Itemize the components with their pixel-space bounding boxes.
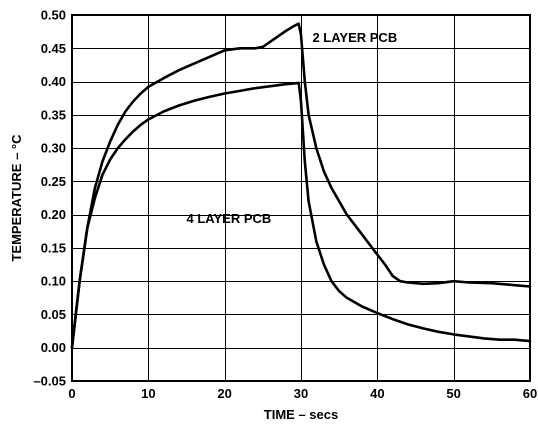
x-axis-ticks: 0 10 20 30 40 50 60	[68, 386, 537, 401]
y-tick-label: 0.00	[41, 340, 66, 355]
y-tick-label: 0.35	[41, 107, 66, 122]
x-tick-label: 60	[523, 386, 537, 401]
y-tick-label: 0.40	[41, 74, 66, 89]
series-line-4-layer-pcb	[70, 81, 532, 349]
grid	[72, 15, 531, 382]
y-tick-label: 0.05	[41, 307, 66, 322]
x-tick-label: 40	[370, 386, 384, 401]
series-line-2-layer-pcb	[70, 22, 532, 349]
y-tick-label: 0.15	[41, 240, 66, 255]
y-tick-label: 0.30	[41, 141, 66, 156]
series-group	[70, 22, 532, 349]
annotation-2-layer-pcb: 2 LAYER PCB	[312, 30, 397, 45]
annotation-4-layer-pcb: 4 LAYER PCB	[187, 211, 272, 226]
x-tick-label: 30	[294, 386, 308, 401]
x-tick-label: 20	[217, 386, 231, 401]
y-tick-label: 0.50	[41, 8, 66, 23]
x-tick-label: 10	[141, 386, 155, 401]
y-axis-ticks: –0.05 0.00 0.05 0.10 0.15 0.20 0.25 0.30 0.35 0.4…	[33, 8, 66, 389]
x-tick-label: 50	[446, 386, 460, 401]
y-tick-label: 0.25	[41, 174, 66, 189]
y-tick-label: 0.45	[41, 41, 66, 56]
plot-frame	[71, 14, 531, 382]
y-tick-label: 0.10	[41, 274, 66, 289]
y-axis-title: TEMPERATURE – °C	[9, 134, 24, 262]
x-axis-title: TIME – secs	[264, 407, 338, 422]
x-tick-label: 0	[68, 386, 75, 401]
y-tick-label: 0.20	[41, 207, 66, 222]
y-tick-label: –0.05	[33, 374, 66, 389]
